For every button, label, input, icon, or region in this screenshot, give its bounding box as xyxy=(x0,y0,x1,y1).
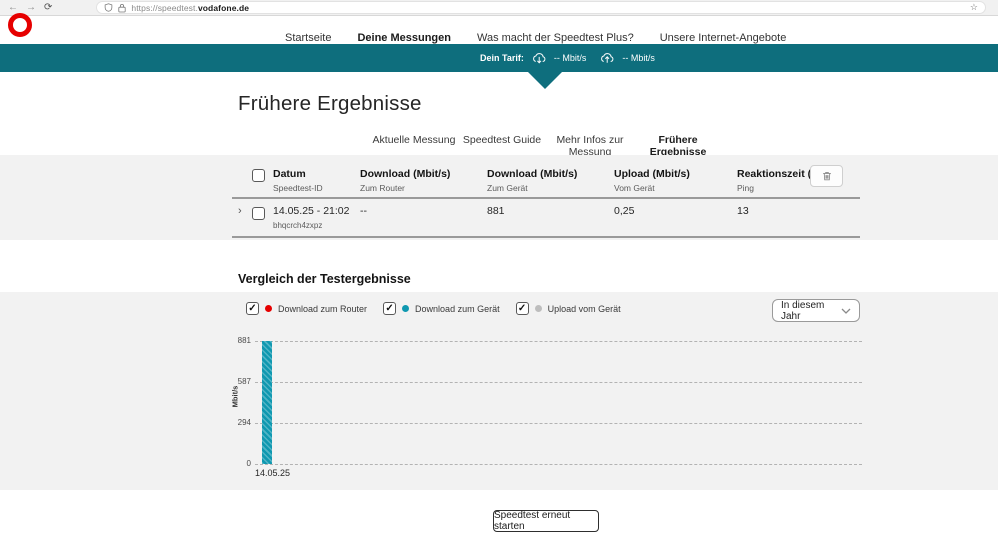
y-tick-294: 294 xyxy=(219,418,251,427)
gridline-881 xyxy=(255,341,862,342)
column-header-upload: Upload (Mbit/s) xyxy=(614,168,690,180)
nav-item-speedtest-plus[interactable]: Was macht der Speedtest Plus? xyxy=(477,32,634,44)
comparison-heading: Vergleich der Testergebnisse xyxy=(238,272,411,286)
tariff-info: Dein Tarif: -- Mbit/s -- Mbit/s xyxy=(480,44,655,72)
legend-dot-red xyxy=(265,305,272,312)
legend-item-download-router: ✓ Download zum Router xyxy=(246,302,367,315)
screen: ← → ⟳ https://speedtest.vodafone.de ☆ St… xyxy=(0,0,998,540)
main-navigation: Startseite Deine Messungen Was macht der… xyxy=(285,32,786,44)
restart-speedtest-button[interactable]: Speedtest erneut starten xyxy=(493,510,599,532)
row-datetime: 14.05.25 - 21:02 xyxy=(273,205,349,217)
period-select-value: In diesem Jahr xyxy=(781,300,841,322)
row-upload-device: 0,25 xyxy=(614,205,634,217)
y-axis-label: Mbit/s xyxy=(230,386,239,408)
legend-dot-gray xyxy=(535,305,542,312)
site-header: Startseite Deine Messungen Was macht der… xyxy=(0,16,998,44)
row-checkbox[interactable]: ✓ xyxy=(252,207,265,220)
tariff-download-value: -- Mbit/s xyxy=(554,53,587,63)
chart-plot-area: 14.05.25 xyxy=(255,341,862,464)
y-tick-881: 881 xyxy=(219,336,251,345)
trash-icon xyxy=(821,170,833,182)
gridline-0 xyxy=(255,464,862,465)
legend-label-download-geraet: Download zum Gerät xyxy=(415,304,500,314)
bookmark-star-icon[interactable]: ☆ xyxy=(970,2,978,13)
nav-item-internet-angebote[interactable]: Unsere Internet-Angebote xyxy=(660,32,787,44)
row-download-router: -- xyxy=(360,205,367,217)
row-ping: 13 xyxy=(737,205,749,217)
gridline-294 xyxy=(255,423,862,424)
column-header-download-geraet: Download (Mbit/s) xyxy=(487,168,577,180)
column-sub-zum-router: Zum Router xyxy=(360,183,450,193)
table-header-divider xyxy=(232,197,860,199)
x-tick-date: 14.05.25 xyxy=(255,468,290,478)
column-sub-zum-geraet: Zum Gerät xyxy=(487,183,577,193)
browser-toolbar: ← → ⟳ https://speedtest.vodafone.de ☆ xyxy=(0,0,998,16)
nav-item-deine-messungen[interactable]: Deine Messungen xyxy=(357,32,451,44)
legend-item-download-geraet: ✓ Download zum Gerät xyxy=(383,302,500,315)
select-all-checkbox[interactable]: ✓ xyxy=(252,169,265,182)
page-title: Frühere Ergebnisse xyxy=(238,92,422,116)
nav-item-startseite[interactable]: Startseite xyxy=(285,32,331,44)
y-tick-587: 587 xyxy=(219,377,251,386)
lock-icon xyxy=(118,3,126,13)
forward-icon[interactable]: → xyxy=(26,0,36,16)
shield-icon xyxy=(104,3,113,12)
column-header-datum: Datum xyxy=(273,168,323,180)
legend-dot-teal xyxy=(402,305,409,312)
row-download-device: 881 xyxy=(487,205,505,217)
bar-download-geraet[interactable] xyxy=(262,341,272,464)
tariff-banner: Dein Tarif: -- Mbit/s -- Mbit/s xyxy=(0,44,998,72)
row-expand-chevron-icon[interactable]: › xyxy=(238,205,242,217)
legend-checkbox-download-router[interactable]: ✓ xyxy=(246,302,259,315)
row-speedtest-id: bhqcrch4zxpz xyxy=(273,221,349,230)
reload-icon[interactable]: ⟳ xyxy=(44,0,52,16)
chevron-down-icon xyxy=(841,308,851,314)
legend-label-download-router: Download zum Router xyxy=(278,304,367,314)
cloud-download-icon xyxy=(531,52,547,65)
period-select[interactable]: In diesem Jahr xyxy=(772,299,860,322)
tariff-label: Dein Tarif: xyxy=(480,53,524,63)
gridline-587 xyxy=(255,382,862,383)
column-sub-vom-geraet: Vom Gerät xyxy=(614,183,690,193)
cloud-upload-icon xyxy=(599,52,615,65)
legend-item-upload-geraet: ✓ Upload vom Gerät xyxy=(516,302,621,315)
legend-checkbox-download-geraet[interactable]: ✓ xyxy=(383,302,396,315)
bar-group xyxy=(262,341,272,464)
column-sub-speedtest-id: Speedtest-ID xyxy=(273,183,323,193)
address-bar[interactable]: https://speedtest.vodafone.de ☆ xyxy=(96,1,986,14)
comparison-chart-panel: ✓ Download zum Router ✓ Download zum Ger… xyxy=(0,292,998,490)
y-tick-0: 0 xyxy=(219,459,251,468)
vodafone-logo[interactable] xyxy=(8,13,32,37)
legend-checkbox-upload-geraet[interactable]: ✓ xyxy=(516,302,529,315)
chart-legend: ✓ Download zum Router ✓ Download zum Ger… xyxy=(246,302,621,315)
tariff-upload-value: -- Mbit/s xyxy=(622,53,655,63)
banner-pointer xyxy=(528,72,562,89)
url-text: https://speedtest.vodafone.de xyxy=(131,3,249,13)
delete-button[interactable] xyxy=(810,165,843,187)
table-row-divider xyxy=(232,236,860,238)
column-header-download-router: Download (Mbit/s) xyxy=(360,168,450,180)
legend-label-upload-geraet: Upload vom Gerät xyxy=(548,304,621,314)
results-table: ✓ Datum Speedtest-ID Download (Mbit/s) Zum… xyxy=(0,155,998,240)
